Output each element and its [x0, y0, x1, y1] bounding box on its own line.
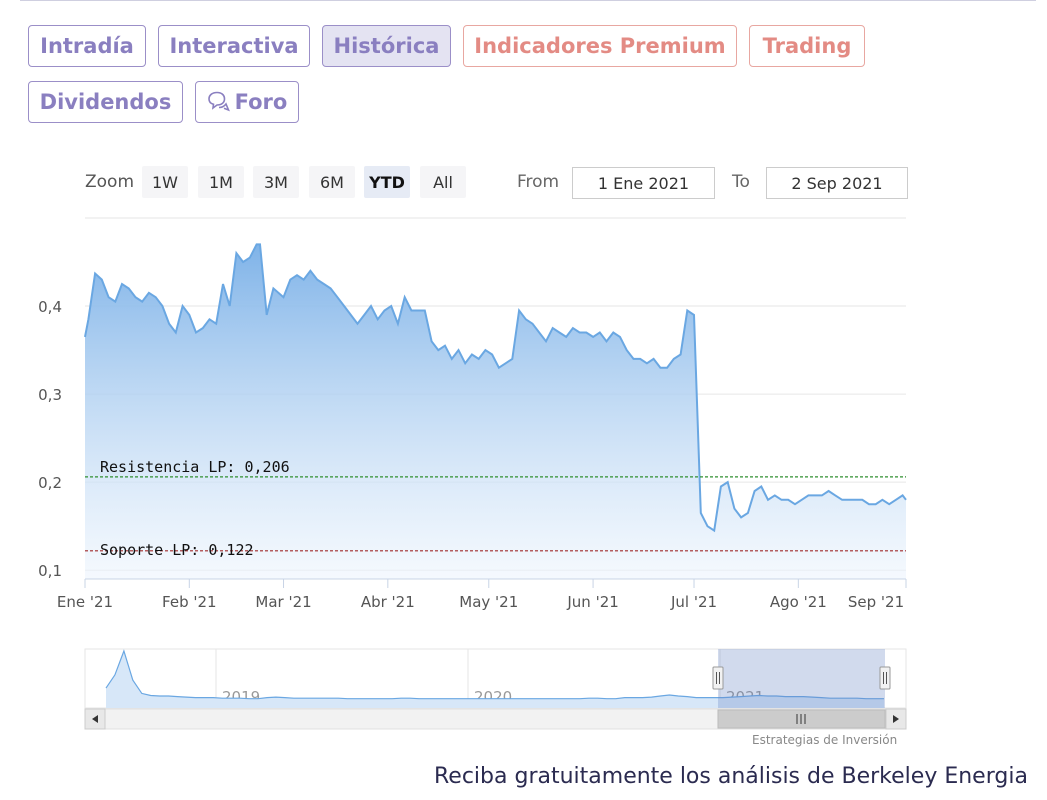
tab-intraday[interactable]: Intradía — [28, 25, 146, 67]
annotation-lines: Resistencia LP: 0,206 Soporte LP: 0,122 — [85, 458, 906, 559]
x-tick-label: Mar '21 — [255, 593, 311, 611]
series-area — [85, 244, 906, 579]
footer-text: Reciba gratuitamente los análisis de Ber… — [434, 764, 1028, 789]
chat-bubbles-icon — [207, 91, 230, 112]
chart-credit[interactable]: Estrategias de Inversión — [752, 733, 898, 747]
zoom-all-button[interactable]: All — [420, 166, 466, 198]
tab-premium-indicators[interactable]: Indicadores Premium — [463, 25, 737, 67]
navigator-selection — [718, 649, 885, 708]
navigator[interactable]: 201920202021 — [84, 648, 907, 730]
support-label: Soporte LP: 0,122 — [100, 541, 254, 559]
y-tick-label: 0,3 — [38, 386, 62, 404]
x-tick-label: Jun '21 — [566, 593, 618, 611]
navigator-scrollbar[interactable] — [84, 708, 907, 730]
y-tick-label: 0,2 — [38, 474, 62, 492]
navigator-handle-right[interactable] — [879, 666, 891, 690]
handle-body — [712, 666, 724, 690]
navigator-handle-left[interactable] — [712, 666, 724, 690]
handle-body — [879, 666, 891, 690]
tab-historic[interactable]: Histórica — [322, 25, 451, 67]
zoom-label: Zoom — [85, 172, 135, 192]
from-date-input[interactable]: 1 Ene 2021 — [572, 167, 715, 199]
zoom-3m-button[interactable]: 3M — [253, 166, 299, 198]
tab-forum-label: Foro — [234, 90, 288, 114]
to-label: To — [732, 172, 750, 192]
tab-trading[interactable]: Trading — [749, 25, 865, 67]
tab-interactive[interactable]: Interactiva — [158, 25, 310, 67]
zoom-ytd-button[interactable]: YTD — [364, 166, 410, 198]
zoom-6m-button[interactable]: 6M — [309, 166, 355, 198]
x-tick-label: Jul '21 — [670, 593, 717, 611]
plot-area — [84, 243, 907, 579]
to-date-input[interactable]: 2 Sep 2021 — [766, 167, 908, 199]
arrow-right-icon — [893, 715, 899, 723]
x-tick-label: Ene '21 — [57, 593, 113, 611]
x-tick-label: Sep '21 — [848, 593, 904, 611]
x-tick-label: Abr '21 — [361, 593, 415, 611]
resistance-label: Resistencia LP: 0,206 — [100, 458, 290, 476]
tab-forum[interactable]: Foro — [195, 81, 299, 123]
from-label: From — [517, 172, 560, 192]
y-tick-label: 0,4 — [38, 298, 62, 316]
x-tick-label: May '21 — [459, 593, 518, 611]
navigator-area — [106, 651, 884, 708]
series-line — [84, 243, 907, 533]
y-tick-label: 0,1 — [38, 562, 62, 580]
x-tick-label: Feb '21 — [162, 593, 217, 611]
navigator-line — [105, 649, 884, 700]
tab-dividends[interactable]: Dividendos — [28, 81, 183, 123]
axes: 0,1 0,2 0,3 0,4 Ene '21 Feb '21 Mar '21 Abr '21… — [38, 298, 907, 611]
top-divider — [20, 0, 1036, 1]
zoom-1m-button[interactable]: 1M — [198, 166, 244, 198]
x-tick-label: Ago '21 — [770, 593, 827, 611]
zoom-1w-button[interactable]: 1W — [142, 166, 188, 198]
arrow-left-icon — [92, 715, 98, 723]
